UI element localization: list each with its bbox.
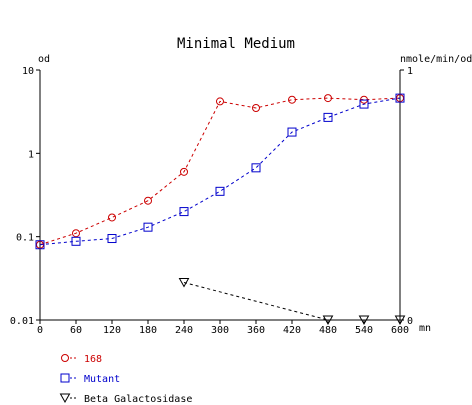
data-point [358, 315, 370, 326]
data-point [72, 229, 80, 238]
y-left-tick-label: 0.01 [10, 316, 34, 327]
x-tick-label: 120 [103, 325, 121, 336]
legend-label: 168 [84, 354, 102, 365]
y-right-tick-label: 0 [407, 316, 413, 327]
x-tick-label: 300 [211, 325, 229, 336]
data-point [144, 196, 152, 205]
data-point [107, 234, 117, 244]
legend: 168 Mutant Beta Galactosidase [59, 354, 192, 405]
data-point [288, 95, 296, 104]
series-2 [178, 278, 406, 326]
x-axis-label: mn [419, 323, 431, 334]
x-tick-label: 480 [319, 325, 337, 336]
y-axis-right-label: nmole/min/od [400, 54, 472, 65]
legend-label: Mutant [84, 374, 120, 385]
x-tick-label: 180 [139, 325, 157, 336]
data-point [178, 278, 190, 288]
y-right-tick-label: 1 [407, 66, 413, 77]
legend-marker [59, 393, 71, 404]
data-point [143, 222, 153, 232]
data-point [359, 99, 369, 109]
data-point [395, 93, 405, 103]
data-point [215, 186, 225, 196]
chart-title: Minimal Medium [177, 36, 295, 52]
x-tick-label: 240 [175, 325, 193, 336]
data-point [179, 207, 189, 217]
legend-item: Mutant [60, 373, 120, 385]
data-point [251, 163, 261, 173]
series-line [39, 97, 401, 246]
data-point [252, 103, 260, 112]
series-line [39, 97, 401, 246]
legend-label: Beta Galactosidase [84, 394, 192, 405]
data-point [323, 112, 333, 122]
legend-marker [61, 354, 69, 362]
data-point [180, 167, 188, 176]
y-left-tick-label: 1 [28, 149, 34, 160]
data-point [324, 94, 332, 103]
axis-ticks: 0 60 120 180 240 300 360 420 480 540 6000.010.1110… [10, 66, 413, 336]
x-tick-label: 360 [247, 325, 265, 336]
data-point [35, 240, 45, 250]
y-left-tick-label: 10 [22, 66, 34, 77]
data-point [71, 236, 81, 246]
data-point [322, 315, 334, 326]
plot-area [35, 93, 406, 326]
legend-marker [60, 373, 70, 383]
series-1 [35, 93, 405, 250]
data-point [216, 97, 224, 106]
legend-item: 168 [61, 354, 102, 365]
x-tick-label: 420 [283, 325, 301, 336]
series-line [183, 282, 400, 321]
data-point [108, 213, 116, 222]
x-tick-label: 540 [355, 325, 373, 336]
legend-item: Beta Galactosidase [59, 393, 192, 405]
x-tick-label: 60 [70, 325, 82, 336]
x-tick-label: 0 [37, 325, 43, 336]
y-left-tick-label: 0.1 [16, 233, 34, 244]
series-0 [36, 94, 404, 249]
x-tick-label: 600 [391, 325, 409, 336]
data-point [287, 127, 297, 137]
data-point [394, 315, 406, 326]
y-axis-left-label: od [38, 54, 50, 65]
